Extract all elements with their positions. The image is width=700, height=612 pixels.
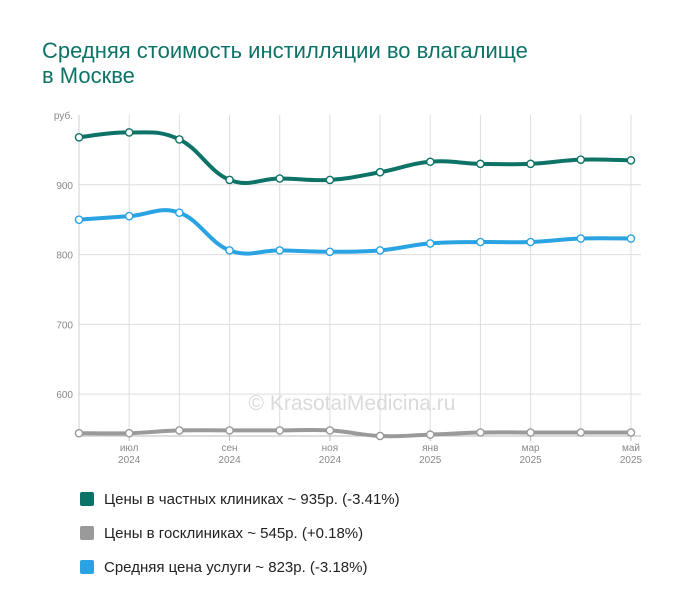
series-public-point <box>74 428 84 438</box>
series-private-point <box>325 175 335 185</box>
chart-title-line2: в Москве <box>42 63 135 88</box>
legend-swatch-public <box>80 526 94 540</box>
y-tick-label: 800 <box>56 251 73 262</box>
x-tick-label-year: 2024 <box>319 455 342 466</box>
series-average-point <box>375 246 385 255</box>
series-average-point <box>74 215 84 224</box>
series-private-point <box>375 167 385 177</box>
series-public-point <box>325 426 335 435</box>
chart-legend: Цены в частных клиниках ~ 935р. (-3.41%)… <box>80 482 400 584</box>
legend-swatch-average <box>80 560 94 574</box>
x-tick-label-year: 2025 <box>620 455 643 466</box>
y-tick-label: 700 <box>56 320 73 331</box>
chart-title: Средняя стоимость инстилляции во влагали… <box>42 38 662 88</box>
series-public-point <box>175 426 184 435</box>
series-private-point <box>576 155 586 164</box>
x-tick-label-year: 2024 <box>218 455 241 466</box>
series-private-point <box>74 133 84 142</box>
series-average-point <box>476 237 485 247</box>
series-average-point <box>425 239 435 248</box>
series-average-point <box>325 247 335 257</box>
line-chart: 600700800900руб.июл2024сен2024ноя2024янв… <box>54 110 643 466</box>
watermark-text: © KrasotaiMedicina.ru <box>249 392 456 415</box>
series-private-point <box>425 157 435 167</box>
series-average-point <box>526 237 535 247</box>
x-tick-label-year: 2025 <box>519 455 542 466</box>
series-private-point <box>225 175 234 185</box>
series-public-point <box>425 430 435 439</box>
x-tick-label-month: ноя <box>322 443 339 454</box>
x-tick-label-month: май <box>622 443 640 454</box>
x-tick-label-month: мар <box>522 443 540 454</box>
series-public-point <box>526 428 535 437</box>
y-unit-label: руб. <box>54 110 73 122</box>
legend-label-private: Цены в частных клиниках ~ 935р. (-3.41%) <box>104 490 400 508</box>
series-average-point <box>626 234 636 243</box>
series-public-line <box>77 427 633 439</box>
y-tick-label: 600 <box>56 390 73 401</box>
series-public-point <box>476 428 485 437</box>
series-public-point <box>576 428 586 437</box>
legend-item-public[interactable]: Цены в госклиниках ~ 545р. (+0.18%) <box>80 516 400 550</box>
legend-item-private[interactable]: Цены в частных клиниках ~ 935р. (-3.41%) <box>80 482 400 516</box>
series-private-point <box>175 135 184 144</box>
x-tick-label-month: янв <box>422 443 438 454</box>
x-tick-label-year: 2024 <box>118 455 141 466</box>
legend-item-average[interactable]: Средняя цена услуги ~ 823р. (-3.18%) <box>80 550 400 584</box>
series-public-point <box>626 428 636 437</box>
series-average-point <box>225 246 234 255</box>
series-private-point <box>275 174 285 183</box>
series-average-point <box>124 211 134 221</box>
x-tick-label-year: 2025 <box>419 455 442 466</box>
legend-swatch-private <box>80 492 94 506</box>
x-tick-label-month: июл <box>120 443 139 454</box>
series-public-point <box>225 426 234 435</box>
series-public-point <box>375 431 385 441</box>
series-private-point <box>476 159 485 169</box>
series-public-point <box>275 426 285 435</box>
series-public-point <box>124 428 134 438</box>
legend-label-average: Средняя цена услуги ~ 823р. (-3.18%) <box>104 558 368 576</box>
series-average-line <box>77 208 633 256</box>
chart-title-line1: Средняя стоимость инстилляции во влагали… <box>42 38 528 63</box>
x-tick-label-month: сен <box>221 443 237 454</box>
series-average-point <box>275 246 285 255</box>
legend-label-public: Цены в госклиниках ~ 545р. (+0.18%) <box>104 524 364 542</box>
series-average-point <box>175 208 184 217</box>
series-private-point <box>124 128 134 137</box>
y-tick-label: 900 <box>56 181 73 192</box>
series-private-line <box>77 130 633 185</box>
series-average-point <box>576 234 586 243</box>
series-private-point <box>526 159 535 169</box>
series-private-point <box>626 156 636 165</box>
